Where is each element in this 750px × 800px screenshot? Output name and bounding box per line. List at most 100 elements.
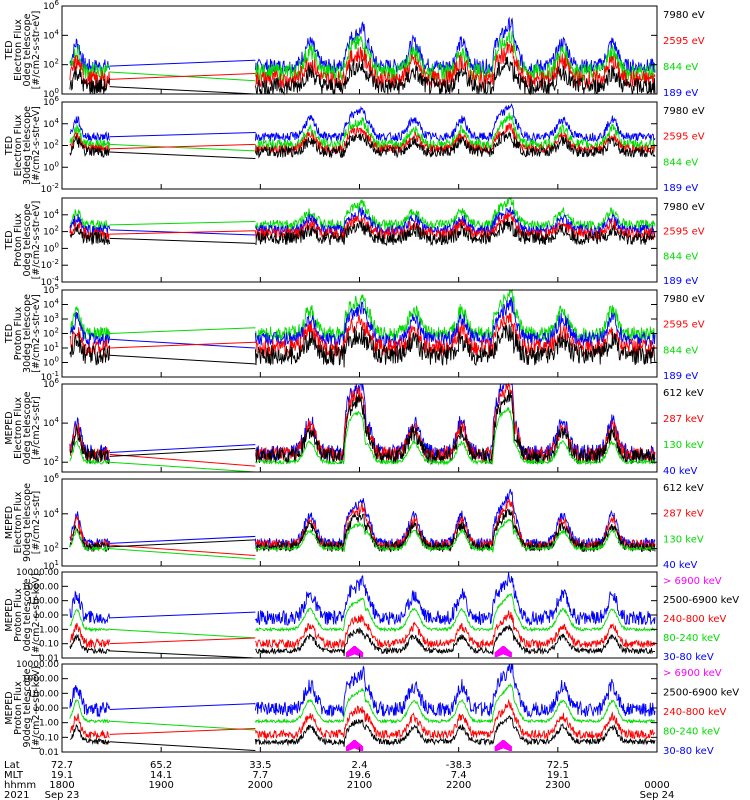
series-gap-line (109, 741, 256, 752)
series-gap-line (109, 453, 256, 467)
series-gap-line (109, 448, 256, 457)
panel-ylabel-line: MEPED (4, 691, 15, 724)
x-axis-value: 72.7 (51, 760, 73, 771)
panel-ylabel-line: [#/cm2-s-str-eV] (31, 294, 42, 373)
y-tick-exponent: -2 (52, 182, 59, 190)
x-axis-value: 7.7 (252, 770, 268, 781)
panel-ylabel-line: Proton Flux (13, 681, 24, 735)
y-tick-label: 100 (43, 241, 59, 254)
x-axis-value: 19.1 (51, 770, 73, 781)
y-tick-exponent: 2 (55, 455, 59, 463)
y-tick-label: 102 (43, 455, 59, 468)
y-tick-exponent: -1 (52, 370, 59, 378)
series-gap-line (109, 59, 256, 67)
legend-entry: 7980 eV (663, 202, 705, 213)
x-axis-value: 2.4 (352, 760, 368, 771)
y-tick-exponent: 0 (55, 160, 59, 168)
y-tick-label: 106 (43, 472, 59, 485)
series-green (69, 406, 656, 466)
x-axis-value: 2300 (545, 780, 570, 791)
legend-entry: 189 eV (663, 276, 698, 287)
legend-entry: 189 eV (663, 88, 698, 99)
series-black (69, 389, 656, 466)
x-axis-value: 7.4 (451, 770, 467, 781)
y-tick-label: 104 (43, 507, 59, 520)
x-axis-value: 19.1 (547, 770, 569, 781)
legend-entry: 189 eV (663, 371, 698, 382)
panel-ylabel-line: [#/cm2-s-str] (31, 396, 42, 459)
x-axis-row-name: Lat (4, 760, 20, 771)
series-gap-line (109, 143, 256, 152)
series-gap-line (109, 86, 256, 95)
series-gap-line (109, 539, 256, 548)
series-gap-line (109, 544, 256, 557)
y-tick-label: 10.00 (33, 611, 59, 621)
panel-ylabel-line: 0deg telescope (22, 203, 33, 276)
legend-entry: 844 eV (663, 62, 698, 73)
series-black (69, 624, 656, 657)
legend-entry: 7980 eV (663, 106, 705, 117)
series-point-magenta (508, 746, 512, 751)
panel-ylabel-line: MEPED (4, 506, 15, 539)
series-black (69, 714, 656, 747)
x-axis-annotation: Lat 72.7 65.2 33.5 2.4 -38.3 72.5 MLT 19.1 14.1 7.… (4, 760, 674, 800)
y-tick-label: 102 (43, 58, 59, 71)
y-tick-exponent: 4 (55, 298, 60, 306)
panel-ylabel-line: 0deg telescope (22, 391, 33, 464)
series-gap-line (109, 461, 256, 473)
legend-entry: > 6900 keV (663, 576, 722, 587)
legend-entry: 240-800 keV (663, 707, 727, 718)
series-gap-line (109, 143, 256, 150)
series-gap-line (109, 444, 256, 453)
y-tick-label: 104 (43, 28, 59, 41)
legend-entry: 2595 eV (663, 36, 705, 47)
y-tick-exponent: 0 (55, 87, 59, 95)
y-tick-label: 10000.00 (16, 568, 59, 578)
series-point-magenta (360, 652, 364, 657)
legend-entry: 287 keV (663, 509, 704, 520)
series-gap-line (109, 327, 256, 334)
series-black (69, 131, 656, 159)
series-blue (69, 663, 656, 718)
y-tick-exponent: 4 (55, 208, 60, 216)
panel-ylabel-line: TED (4, 324, 15, 344)
series-green (69, 593, 656, 633)
legend-entry: 2500-6900 keV (663, 688, 739, 699)
series-blue (69, 572, 656, 627)
series-gap-line (109, 237, 256, 244)
y-tick-exponent: 3 (55, 312, 59, 320)
series-black (69, 508, 656, 553)
series-black (69, 56, 656, 96)
series-gap-line (109, 131, 256, 138)
panel-ylabel-line: MEPED (4, 411, 15, 444)
legend-entry: 2595 eV (663, 227, 705, 238)
y-tick-label: 1000.00 (22, 582, 59, 592)
series-gap-line (109, 650, 256, 659)
y-tick-exponent: 4 (55, 416, 60, 424)
legend-entry: 7980 eV (663, 10, 705, 21)
series-red (69, 122, 656, 155)
panel-ylabel-line: 0deg telescope (22, 13, 33, 86)
y-tick-label: 1.00 (39, 625, 59, 635)
y-tick-exponent: 0 (55, 356, 59, 364)
legend-entry: 612 keV (663, 388, 704, 399)
legend-entry: 2595 eV (663, 132, 705, 143)
series-gap-line (109, 354, 256, 365)
y-tick-exponent: 0 (55, 241, 59, 249)
y-tick-label: 103 (43, 312, 59, 325)
legend-entry: 844 eV (663, 345, 698, 356)
series-gap-line (109, 720, 256, 731)
y-tick-label: 100 (43, 160, 59, 173)
x-axis-row-name: hhmm (4, 780, 36, 791)
y-tick-exponent: 2 (55, 225, 59, 233)
series-gap-line (109, 548, 256, 560)
y-tick-label: 1.00 (39, 719, 59, 729)
panel-ylabel-line: TED (4, 230, 15, 250)
y-tick-label: 0.01 (39, 748, 59, 758)
y-tick-label: 104 (43, 117, 59, 130)
legend-entry: 844 eV (663, 157, 698, 168)
y-tick-label: 102 (43, 139, 59, 152)
